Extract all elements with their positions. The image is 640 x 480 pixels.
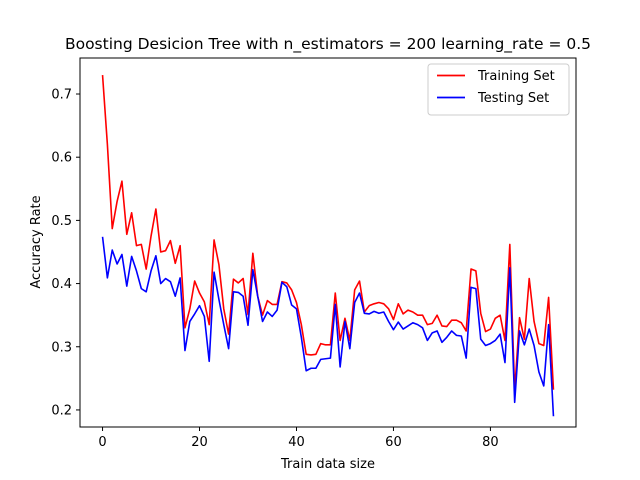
x-tick-label: 80 [482,435,499,450]
series-line-training [101,75,555,392]
series-layer [101,75,555,417]
x-axis: 0 20 40 60 80 [98,427,499,450]
y-axis-title: Accuracy Rate [29,195,44,288]
legend-frame [427,63,570,116]
plot-frame [79,57,577,428]
x-tick-label: 60 [385,435,402,450]
legend-label-training: Training Set [477,69,555,84]
x-tick-label: 40 [288,435,305,450]
y-tick-label: 0.2 [51,403,72,418]
series-line-testing [101,236,555,417]
legend: Training Set Testing Set [427,63,570,116]
y-tick-label: 0.4 [51,277,72,292]
plot-area [79,57,577,428]
legend-label-testing: Testing Set [477,91,549,106]
x-tick-label: 20 [191,435,208,450]
y-tick-label: 0.3 [51,340,72,355]
y-tick-label: 0.7 [51,88,72,103]
y-axis: 0.2 0.3 0.4 0.5 0.6 0.7 [51,88,80,418]
y-tick-label: 0.6 [51,151,72,166]
chart-title: Boosting Desicion Tree with n_estimators… [65,35,591,54]
x-axis-title: Train data size [280,457,375,472]
x-tick-label: 0 [98,435,106,450]
y-tick-label: 0.5 [51,214,72,229]
